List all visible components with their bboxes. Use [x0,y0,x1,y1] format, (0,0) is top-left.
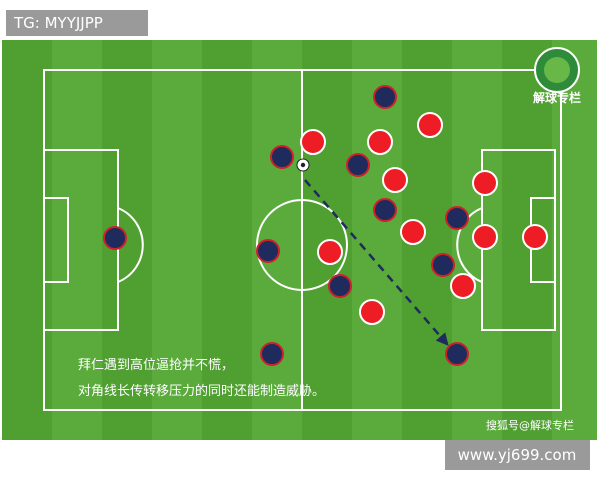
players [103,85,548,366]
player-blue [431,253,455,277]
player-red [522,224,548,250]
ball [296,158,310,172]
player-blue [346,153,370,177]
player-blue [260,342,284,366]
pitch [2,40,597,440]
player-blue [373,198,397,222]
player-red [382,167,408,193]
player-blue [103,226,127,250]
pitch-lines [43,69,562,411]
player-blue [445,206,469,230]
logo: 解球专栏 [533,47,581,105]
player-red [300,129,326,155]
player-red [367,129,393,155]
watermark-box [6,10,148,36]
player-red [450,273,476,299]
credit: 搜狐号@解球专栏 [486,418,574,432]
caption-line: 拜仁遇到高位逼抢并不慌， [78,357,234,373]
player-blue [270,145,294,169]
player-red [472,170,498,196]
player-blue [373,85,397,109]
site: www.yj699.com [458,446,577,464]
player-blue [328,274,352,298]
player-red [317,239,343,265]
player-red [472,224,498,250]
site-box [445,440,590,470]
caption-line: 对角线长传转移压力的同时还能制造威胁。 [78,383,325,399]
player-red [400,219,426,245]
player-blue [445,342,469,366]
player-blue [256,239,280,263]
player-red [417,112,443,138]
watermark: TG: MYYJJPP [13,14,103,32]
player-red [359,299,385,325]
logo-label: 解球专栏 [533,90,581,105]
